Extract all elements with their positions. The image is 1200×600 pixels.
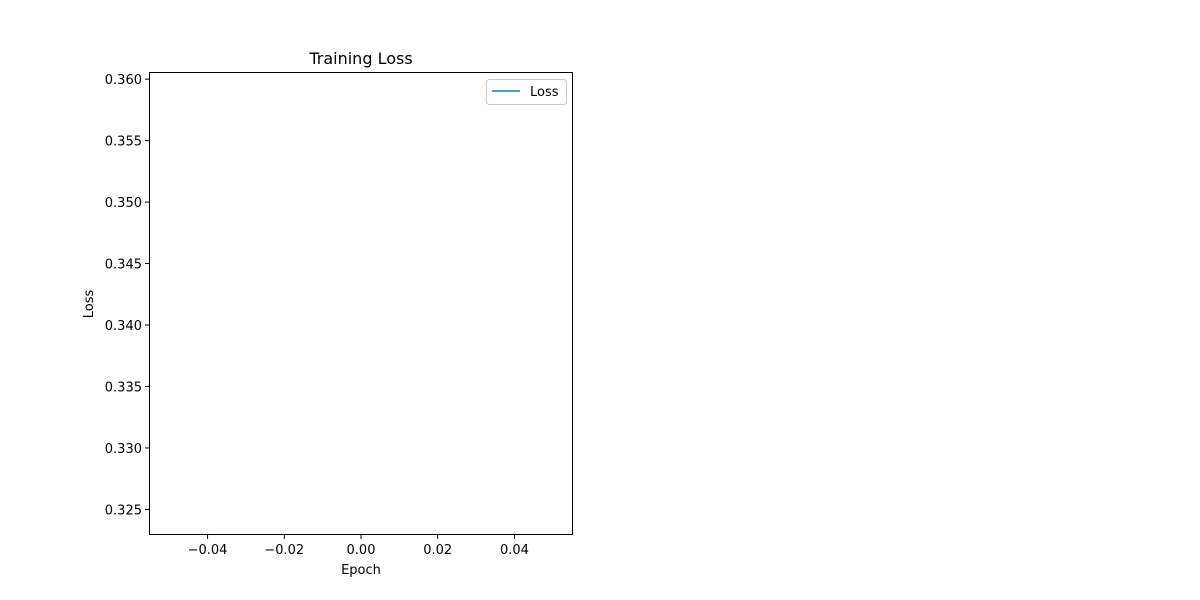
y-tick-label: 0.325 bbox=[105, 503, 142, 518]
x-tick-label: 0.02 bbox=[423, 543, 452, 558]
x-tick-label: −0.04 bbox=[188, 543, 228, 558]
legend-label-loss: Loss bbox=[530, 85, 559, 100]
y-tick-label: 0.330 bbox=[105, 442, 142, 457]
plot-area-frame bbox=[149, 72, 573, 535]
legend: Loss bbox=[486, 79, 567, 105]
x-tick-label: 0.04 bbox=[500, 543, 529, 558]
y-tick-label: 0.350 bbox=[105, 196, 142, 211]
legend-box bbox=[486, 79, 567, 105]
x-axis-label: Epoch bbox=[341, 563, 381, 578]
x-tick-label: −0.02 bbox=[264, 543, 304, 558]
chart-title: Training Loss bbox=[308, 49, 412, 68]
y-axis-ticks: 0.325 0.330 0.335 0.340 0.345 0.350 0.355 0.360 bbox=[105, 73, 150, 518]
x-axis-ticks: −0.04 −0.02 0.00 0.02 0.04 bbox=[188, 534, 529, 558]
y-axis-label: Loss bbox=[82, 290, 97, 319]
y-tick-label: 0.345 bbox=[105, 258, 142, 273]
x-tick-label: 0.00 bbox=[347, 543, 376, 558]
y-tick-label: 0.355 bbox=[105, 135, 142, 150]
y-tick-label: 0.340 bbox=[105, 319, 142, 334]
y-tick-label: 0.360 bbox=[105, 73, 142, 88]
y-tick-label: 0.335 bbox=[105, 380, 142, 395]
